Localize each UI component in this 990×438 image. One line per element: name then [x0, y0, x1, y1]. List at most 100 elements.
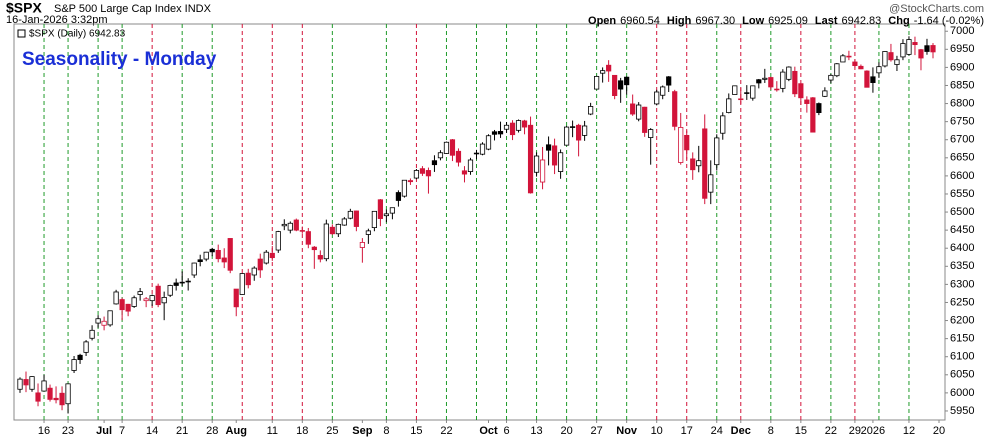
candle-body — [155, 285, 161, 306]
candle-body — [23, 379, 29, 386]
candle-body — [744, 92, 750, 94]
candle-body — [101, 320, 107, 326]
candle-body — [371, 210, 377, 229]
candle-body — [756, 79, 762, 84]
candle-body — [341, 218, 347, 226]
candle-body — [275, 231, 281, 251]
candle-body — [798, 83, 804, 99]
candle-body — [642, 106, 648, 133]
candle-body — [83, 341, 89, 353]
candle-body — [732, 85, 738, 95]
candle-body — [690, 158, 696, 171]
candle-body — [389, 207, 396, 214]
x-tick-label: 21 — [176, 425, 188, 437]
quote-label: Low — [742, 15, 764, 27]
candle-body — [714, 137, 720, 166]
x-tick-label: 6 — [503, 425, 509, 437]
y-tick-label: 6350 — [950, 260, 974, 272]
candle-body — [221, 257, 227, 263]
candle-body — [443, 141, 450, 154]
candle-body — [533, 155, 540, 173]
candle-body — [107, 310, 113, 326]
candle-body — [347, 210, 353, 219]
y-tick-label: 6450 — [950, 224, 974, 236]
candle-body — [545, 144, 552, 151]
candle-body — [59, 392, 65, 406]
y-tick-label: 5950 — [950, 405, 974, 417]
candle-body — [239, 273, 245, 295]
candle-body — [89, 329, 95, 339]
candle-body — [515, 120, 522, 131]
candle-body — [467, 159, 474, 172]
symbol: $SPX — [6, 0, 42, 16]
x-tick-label: 17 — [681, 425, 693, 437]
y-tick-label: 6600 — [950, 170, 974, 182]
candle-body — [503, 124, 510, 130]
candle-body — [449, 139, 456, 156]
candle-body — [311, 246, 317, 251]
candle-body — [708, 174, 714, 193]
candle-body — [696, 160, 702, 167]
y-tick-label: 6750 — [950, 116, 974, 128]
x-tick-label: 18 — [296, 425, 308, 437]
candle-body — [299, 230, 305, 232]
candle-body — [233, 288, 239, 308]
candle-body — [864, 70, 870, 88]
candle-body — [413, 170, 420, 179]
y-tick-label: 6550 — [950, 188, 974, 200]
candle-body — [143, 298, 149, 302]
y-tick-label: 7000 — [950, 25, 974, 37]
candle-body — [576, 124, 582, 141]
candle-body — [630, 103, 636, 115]
candle-body — [527, 124, 534, 194]
candle-body — [612, 74, 618, 97]
candle-body — [17, 378, 23, 390]
x-tick-label: 2026 — [861, 425, 885, 437]
candle-body — [582, 125, 588, 136]
candle-body — [624, 76, 630, 86]
candle-body — [365, 230, 371, 235]
x-tick-label: 8 — [768, 425, 774, 437]
candle-body — [720, 115, 726, 134]
candle-body — [870, 76, 876, 83]
y-tick-label: 6900 — [950, 61, 974, 73]
candle-body — [251, 267, 257, 276]
x-tick-label: 29 — [849, 425, 861, 437]
y-tick-label: 6950 — [950, 43, 974, 55]
y-tick-label: 6150 — [950, 333, 974, 345]
candle-body — [269, 252, 275, 259]
quote-value: 6967.30 — [695, 15, 735, 27]
candle-body — [113, 291, 119, 305]
candle-body — [810, 97, 816, 133]
x-tick-label: 10 — [651, 425, 663, 437]
candle-body — [323, 223, 329, 260]
candle-body — [71, 359, 77, 371]
candle-body — [738, 98, 744, 101]
candle-body — [137, 291, 143, 295]
candle-body — [924, 45, 930, 52]
x-tick-label: 25 — [326, 425, 338, 437]
x-tick-label: 7 — [119, 425, 125, 437]
candle-body — [305, 231, 311, 245]
candle-body — [479, 143, 486, 155]
x-tick-label: 20 — [560, 425, 572, 437]
candle-body — [702, 128, 708, 199]
candle-body — [245, 272, 251, 286]
candle-body — [395, 192, 402, 201]
y-tick-label: 6200 — [950, 314, 974, 326]
candle-body — [666, 76, 672, 86]
watermark: @StockCharts.com — [889, 3, 984, 15]
candle-body — [437, 152, 444, 159]
candle-body — [882, 51, 888, 67]
candle-body — [834, 63, 840, 77]
y-tick-label: 6850 — [950, 79, 974, 91]
y-tick-label: 6800 — [950, 97, 974, 109]
y-tick-label: 6300 — [950, 278, 974, 290]
candle-body — [131, 297, 137, 307]
candle-body — [41, 380, 47, 392]
candle-body — [419, 168, 426, 174]
candle-body — [287, 222, 293, 231]
x-tick-label: Jul — [96, 425, 112, 437]
candle-body — [521, 120, 528, 128]
